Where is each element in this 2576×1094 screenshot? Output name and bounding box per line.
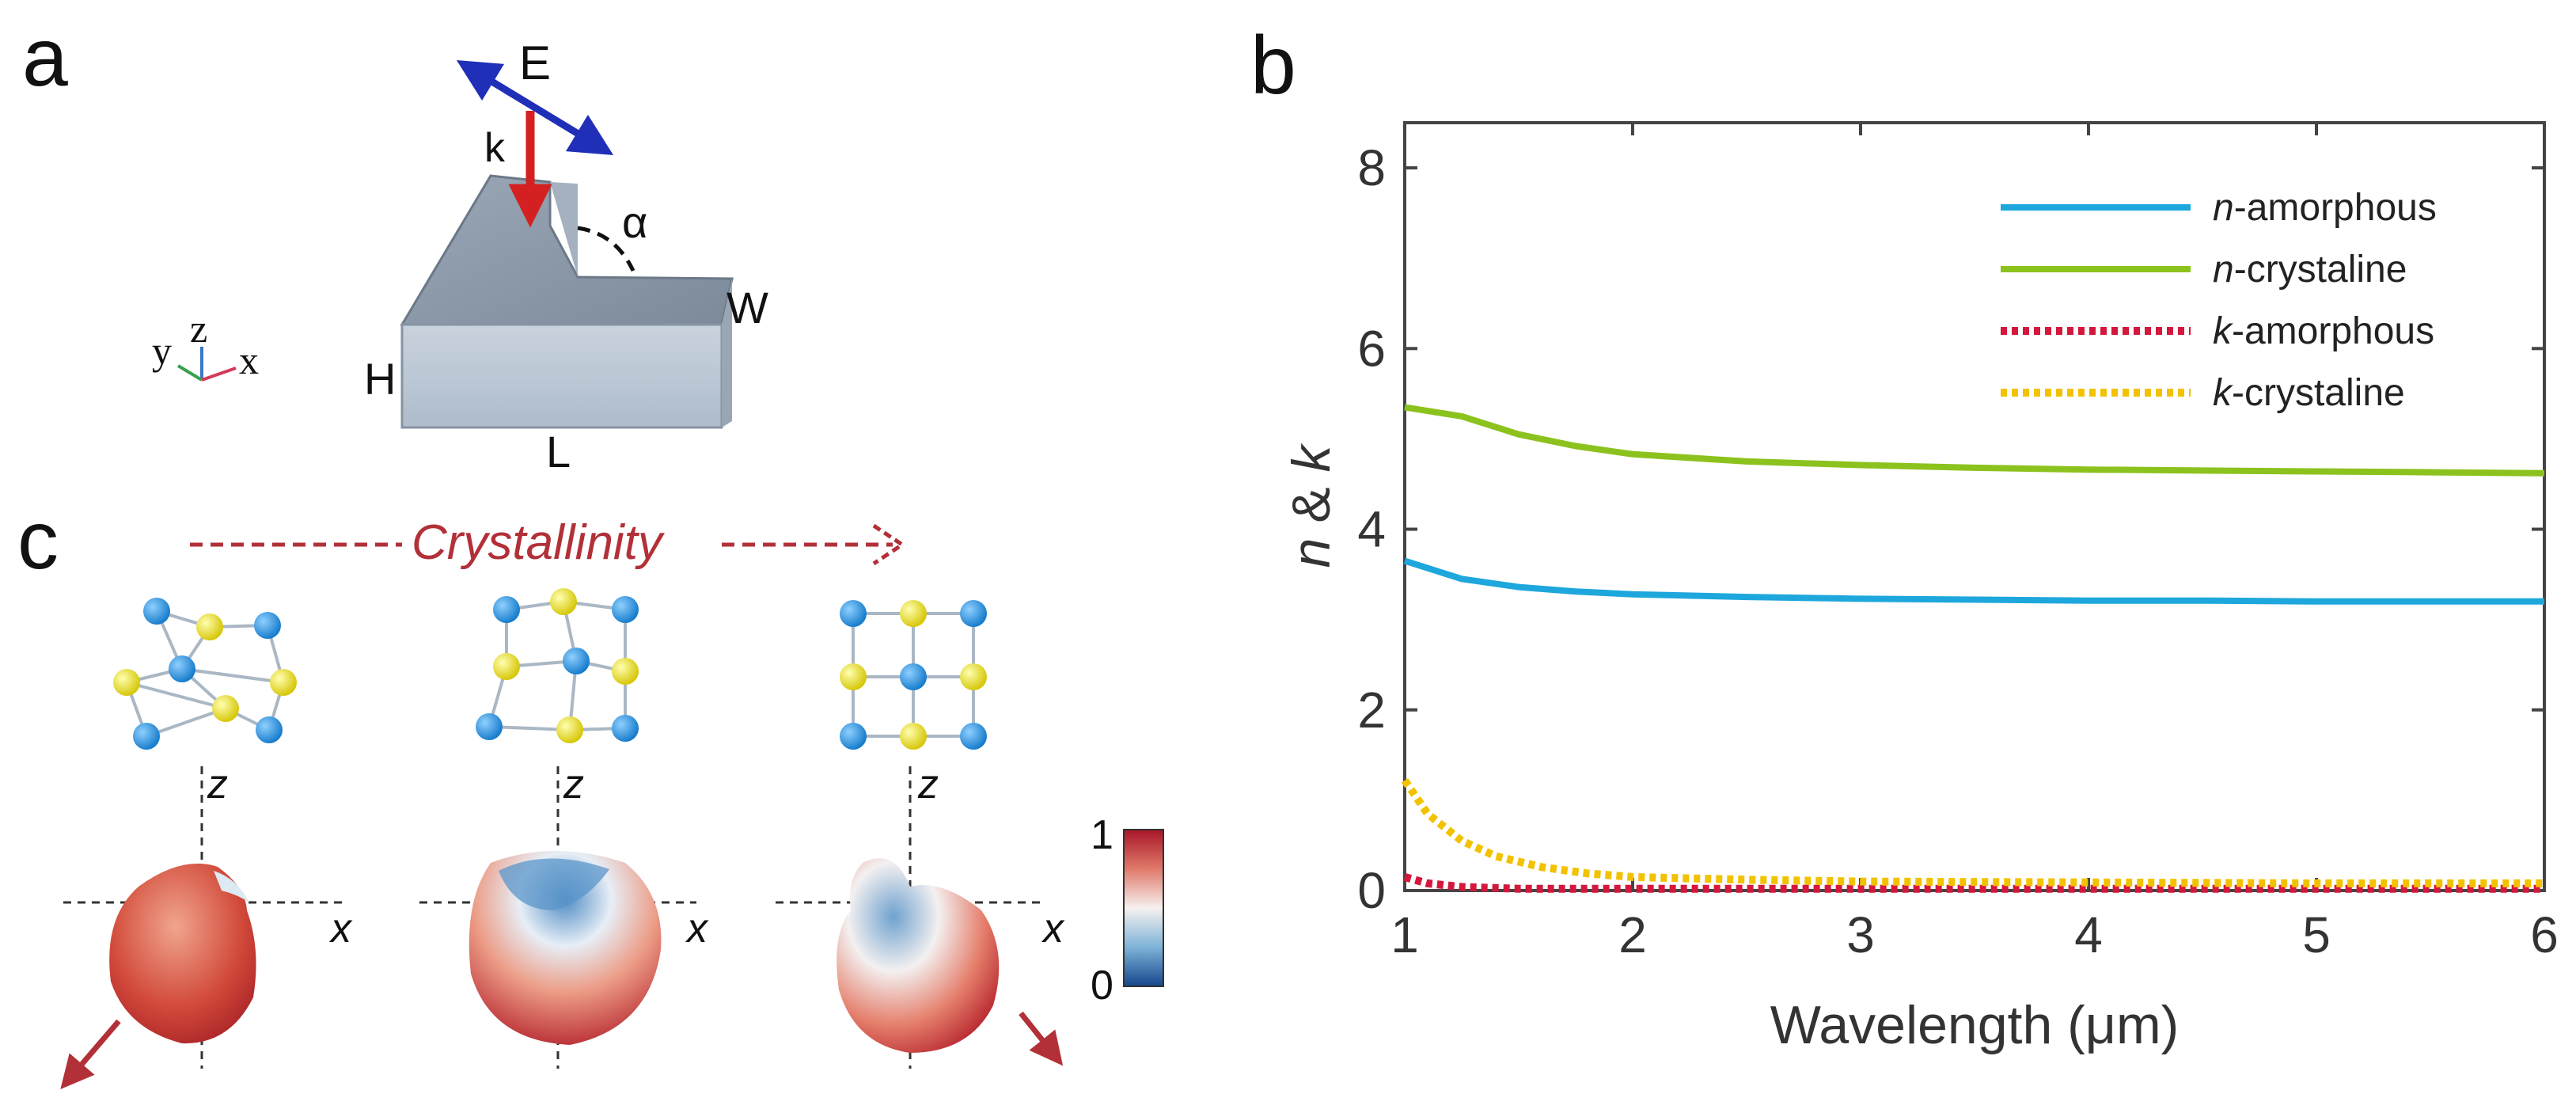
y-label-n: n (1281, 538, 1341, 568)
label-alpha: α (622, 197, 647, 247)
x-tick-label: 3 (1846, 906, 1875, 963)
colorbar: 1 0 (1091, 812, 1164, 1009)
legend: n-amorphousn-crystalinek-amorphousk-crys… (2001, 187, 2437, 414)
x-tick-label: 5 (2302, 906, 2331, 963)
plot-frame (1403, 121, 2546, 892)
amorphous-structure (113, 598, 297, 750)
legend-suffix: -crystaline (2232, 372, 2405, 414)
series-n-amorphous (1403, 557, 2544, 605)
y-tick-label: 6 (1357, 320, 1386, 377)
label-w: W (727, 283, 768, 332)
x-ticks: 1 2 3 4 5 6 (1390, 123, 2559, 963)
panel-c: c Crystallinity (17, 495, 1164, 1089)
x-tick-label: 4 (2074, 906, 2103, 963)
axis-z-1: z (207, 762, 228, 807)
legend-label-k-crystaline: k-crystaline (2213, 372, 2405, 414)
legend-suffix: -amorphous (2234, 187, 2437, 229)
y-tick-label: 0 (1357, 862, 1386, 919)
colorbar-max: 1 (1091, 812, 1113, 858)
y-label-k: k (1281, 443, 1341, 473)
legend-suffix: -crystaline (2234, 249, 2407, 291)
axis-x-3: x (1041, 906, 1065, 952)
label-l: L (546, 427, 571, 477)
partial-crystal-structure (476, 588, 639, 743)
axis-z-3: z (917, 762, 939, 807)
y-tick-label: 2 (1357, 682, 1386, 739)
panel-a: a E k α W H L z y (22, 12, 768, 477)
series-layer (1401, 404, 2545, 893)
crystallinity-label: Crystallinity (412, 515, 666, 570)
triad-x: x (239, 338, 259, 382)
axis-x-1: x (328, 906, 353, 952)
x-axis-label: Wavelength (μm) (1770, 995, 2180, 1055)
e-field-arrow (456, 60, 614, 155)
legend-suffix: -amorphous (2232, 310, 2434, 352)
coordinate-triad: z y x (152, 306, 259, 382)
crystalline-structure (840, 600, 987, 750)
panel-label-b: b (1250, 20, 1296, 112)
x-tick-label: 6 (2530, 906, 2559, 963)
label-e: E (519, 36, 551, 89)
legend-prefix: k (2213, 372, 2234, 414)
panel-label-c: c (17, 495, 59, 587)
axis-z-2: z (563, 762, 584, 807)
x-tick-label: 1 (1390, 906, 1419, 963)
series-k-crystaline (1401, 777, 2544, 887)
triad-z: z (190, 306, 207, 351)
radiation-pattern-3: z x (776, 762, 1065, 1069)
y-label-amp: & (1281, 473, 1341, 538)
legend-label-n-amorphous: n-amorphous (2213, 187, 2437, 229)
label-k: k (484, 125, 506, 171)
l-shaped-nanostructure (400, 174, 734, 429)
crystallinity-arrow-head (872, 523, 906, 566)
radiation-pattern-2: z x (419, 762, 709, 1069)
triad-y: y (152, 329, 172, 373)
series-n-crystaline (1404, 404, 2545, 477)
series-k-amorphous (1403, 873, 2544, 893)
legend-label-n-crystaline: n-crystaline (2213, 249, 2407, 291)
legend-prefix: n (2213, 187, 2234, 229)
x-tick-label: 2 (1618, 906, 1647, 963)
y-tick-label: 4 (1357, 501, 1386, 558)
y-ticks: 0 2 4 6 8 (1357, 139, 2544, 919)
legend-label-k-amorphous: k-amorphous (2213, 310, 2434, 352)
y-tick-label: 8 (1357, 139, 1386, 196)
y-axis-label: n & k (1281, 443, 1341, 568)
panel-label-a: a (22, 12, 68, 104)
axis-x-2: x (685, 906, 709, 952)
colorbar-min: 0 (1091, 963, 1113, 1009)
radiation-pattern-1: z x (60, 762, 353, 1089)
label-h: H (364, 354, 396, 404)
legend-prefix: k (2213, 310, 2234, 352)
legend-prefix: n (2213, 249, 2234, 291)
